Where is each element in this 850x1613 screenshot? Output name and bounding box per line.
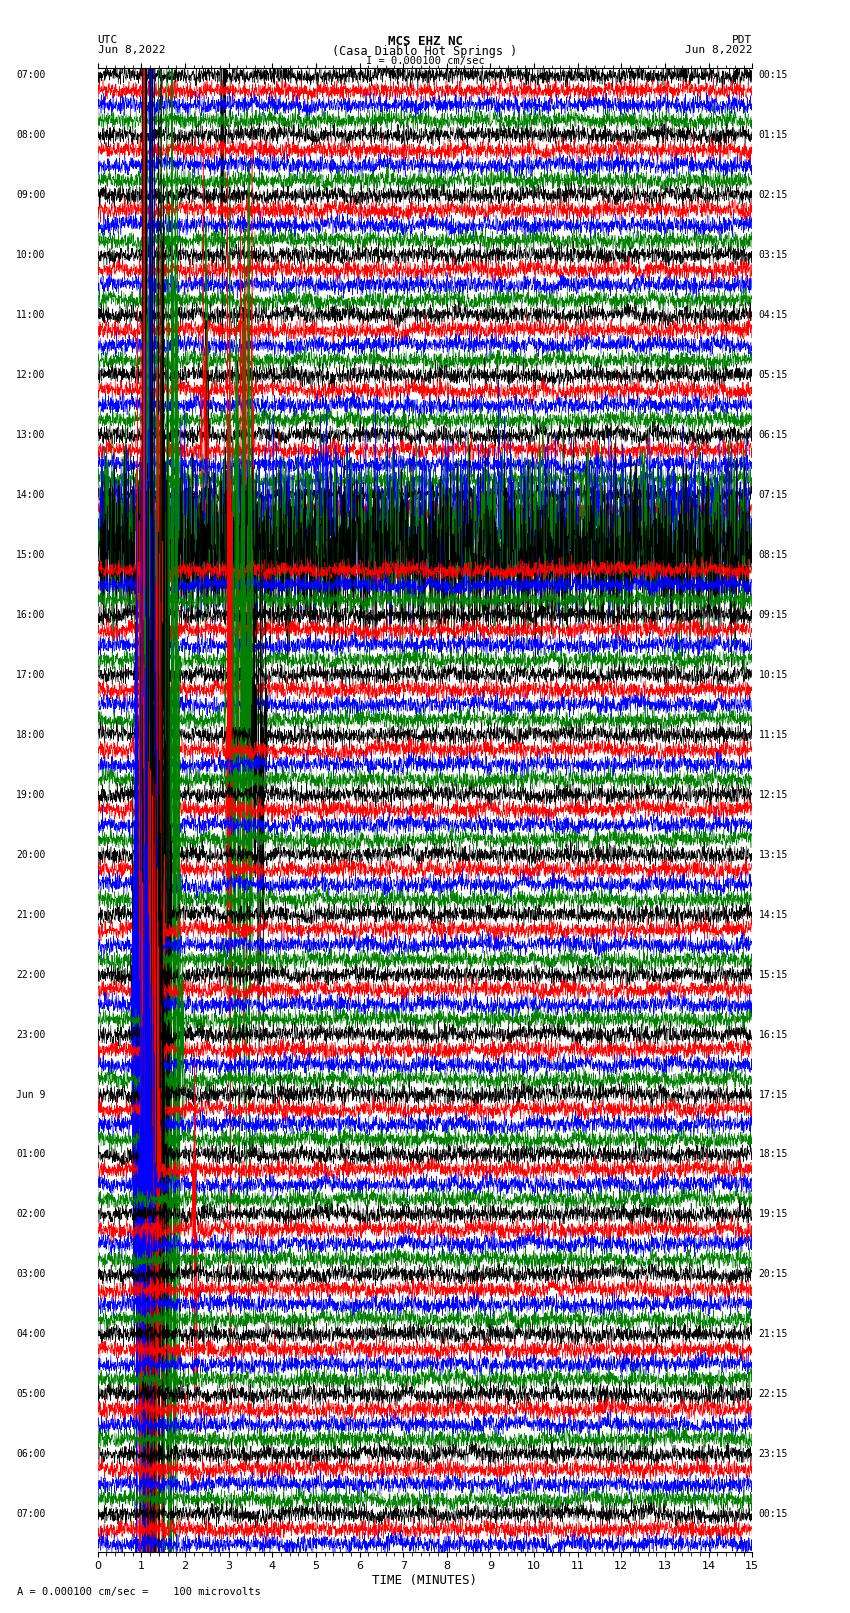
Text: 06:15: 06:15 [759,431,788,440]
Text: 03:00: 03:00 [16,1269,45,1279]
Text: 03:15: 03:15 [759,250,788,260]
Text: 00:15: 00:15 [759,71,788,81]
Text: 01:15: 01:15 [759,131,788,140]
Text: 02:00: 02:00 [16,1210,45,1219]
Text: 12:15: 12:15 [759,790,788,800]
Text: Jun 8,2022: Jun 8,2022 [685,45,752,55]
Text: Jun 9: Jun 9 [16,1089,45,1100]
Text: 20:00: 20:00 [16,850,45,860]
Text: 07:00: 07:00 [16,71,45,81]
Text: 09:15: 09:15 [759,610,788,619]
Text: Jun 8,2022: Jun 8,2022 [98,45,165,55]
Text: 02:15: 02:15 [759,190,788,200]
Text: 19:15: 19:15 [759,1210,788,1219]
Text: 14:00: 14:00 [16,490,45,500]
X-axis label: TIME (MINUTES): TIME (MINUTES) [372,1574,478,1587]
Text: 15:15: 15:15 [759,969,788,979]
Text: MCS EHZ NC: MCS EHZ NC [388,35,462,48]
Text: 21:00: 21:00 [16,910,45,919]
Text: PDT: PDT [732,35,752,45]
Text: 08:00: 08:00 [16,131,45,140]
Text: 10:00: 10:00 [16,250,45,260]
Text: 16:15: 16:15 [759,1029,788,1039]
Text: 20:15: 20:15 [759,1269,788,1279]
Text: I = 0.000100 cm/sec: I = 0.000100 cm/sec [366,56,484,66]
Text: 13:15: 13:15 [759,850,788,860]
Text: 23:15: 23:15 [759,1448,788,1460]
Text: 15:00: 15:00 [16,550,45,560]
Text: 04:15: 04:15 [759,310,788,319]
Text: 05:00: 05:00 [16,1389,45,1400]
Text: 00:15: 00:15 [759,1510,788,1519]
Text: 05:15: 05:15 [759,369,788,381]
Text: UTC: UTC [98,35,118,45]
Text: 17:15: 17:15 [759,1089,788,1100]
Text: 09:00: 09:00 [16,190,45,200]
Text: (Casa Diablo Hot Springs ): (Casa Diablo Hot Springs ) [332,45,518,58]
Text: 17:00: 17:00 [16,669,45,679]
Text: 23:00: 23:00 [16,1029,45,1039]
Text: 11:00: 11:00 [16,310,45,319]
Text: 01:00: 01:00 [16,1150,45,1160]
Text: 18:15: 18:15 [759,1150,788,1160]
Text: 10:15: 10:15 [759,669,788,679]
Text: 22:00: 22:00 [16,969,45,979]
Text: 07:15: 07:15 [759,490,788,500]
Text: 21:15: 21:15 [759,1329,788,1339]
Text: 13:00: 13:00 [16,431,45,440]
Text: 14:15: 14:15 [759,910,788,919]
Text: 06:00: 06:00 [16,1448,45,1460]
Text: 11:15: 11:15 [759,729,788,740]
Text: 16:00: 16:00 [16,610,45,619]
Text: 19:00: 19:00 [16,790,45,800]
Text: 22:15: 22:15 [759,1389,788,1400]
Text: 08:15: 08:15 [759,550,788,560]
Text: 07:00: 07:00 [16,1510,45,1519]
Text: 04:00: 04:00 [16,1329,45,1339]
Text: 12:00: 12:00 [16,369,45,381]
Text: 18:00: 18:00 [16,729,45,740]
Text: A = 0.000100 cm/sec =    100 microvolts: A = 0.000100 cm/sec = 100 microvolts [17,1587,261,1597]
